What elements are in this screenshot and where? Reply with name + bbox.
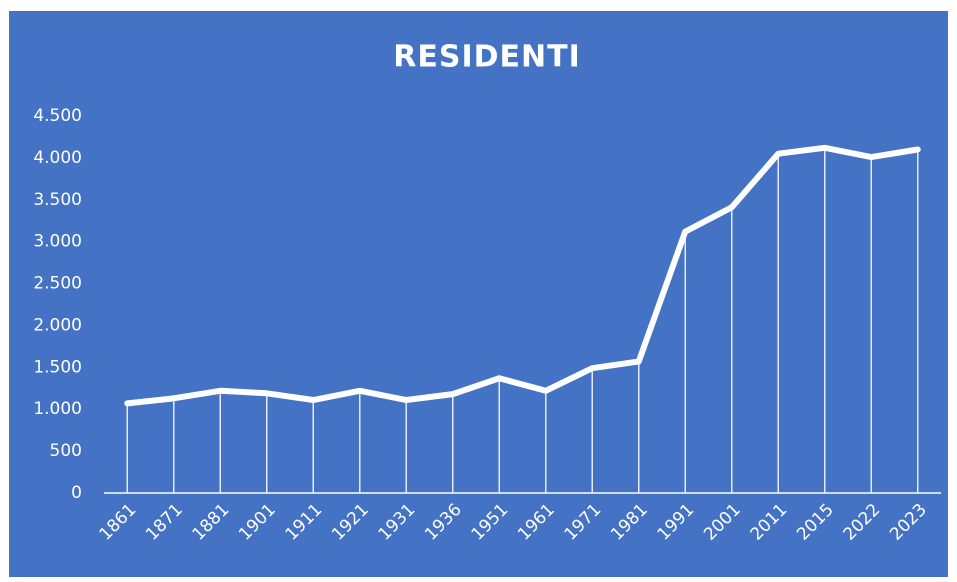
y-tick-label: 0 xyxy=(71,483,82,503)
y-tick-label: 500 xyxy=(50,441,82,461)
y-tick-label: 3.000 xyxy=(33,232,82,252)
chart-title: RESIDENTI xyxy=(393,40,581,75)
y-tick-label: 2.500 xyxy=(33,274,82,294)
chart-background xyxy=(9,11,948,577)
y-tick-label: 2.000 xyxy=(33,315,82,335)
y-tick-label: 3.500 xyxy=(33,190,82,210)
y-tick-label: 4.500 xyxy=(33,106,82,126)
y-tick-label: 1.000 xyxy=(33,399,82,419)
y-tick-label: 1.500 xyxy=(33,357,82,377)
y-tick-label: 4.000 xyxy=(33,148,82,168)
data-line xyxy=(124,144,921,407)
